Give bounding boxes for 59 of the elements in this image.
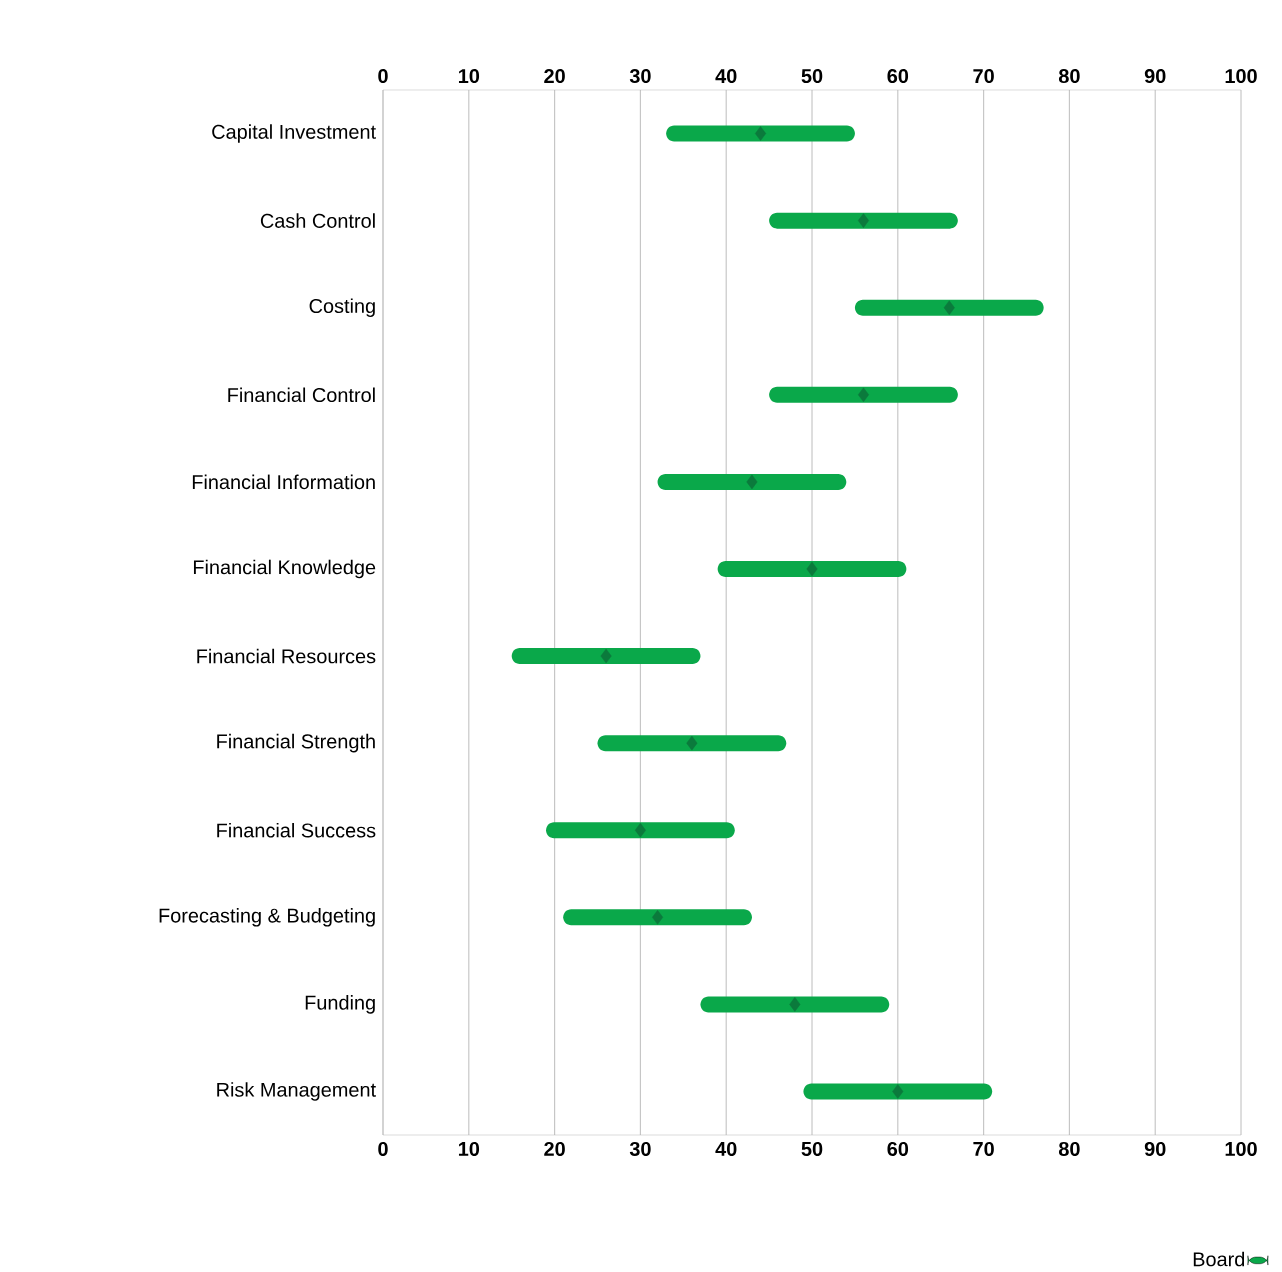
point xyxy=(857,213,869,228)
x-tick-label: 30 xyxy=(629,1141,651,1157)
x-tick-label: 50 xyxy=(801,1141,823,1156)
y-tick-label: Financial Control xyxy=(228,387,375,403)
x2-tick-label: 80 xyxy=(1058,69,1080,84)
bar xyxy=(563,909,752,926)
point xyxy=(857,387,869,403)
y-tick-label: Cash Control xyxy=(260,213,375,228)
y-tick-label: Financial Strength xyxy=(217,733,375,753)
x2-tick-label: 50 xyxy=(801,69,823,84)
x2-tick-label: 70 xyxy=(973,69,994,84)
y-tick-label: Capital Investment xyxy=(212,124,376,143)
y-tick-label: Financial Success xyxy=(217,822,376,838)
x2-tick-label: 100 xyxy=(1225,69,1257,84)
bar xyxy=(803,1083,993,1100)
bar xyxy=(511,648,701,665)
x2-tick-label: 60 xyxy=(887,69,909,84)
bar xyxy=(717,560,907,577)
x2-tick-label: 30 xyxy=(629,68,651,84)
y-tick-label: Financial Knowledge xyxy=(193,559,376,579)
x2-tick-label: 0 xyxy=(378,69,388,84)
x-tick-label: 40 xyxy=(715,1141,737,1156)
bar xyxy=(597,735,787,752)
x-tick-label: 20 xyxy=(544,1141,565,1156)
x2-tick-label: 20 xyxy=(544,69,565,84)
bar xyxy=(854,299,1044,316)
x2-tick-label: 40 xyxy=(715,69,737,84)
x-tick-label: 90 xyxy=(1144,1141,1166,1156)
legend-label: Board xyxy=(1193,1251,1245,1267)
x-tick-label: 100 xyxy=(1225,1141,1257,1156)
x-tick-label: 60 xyxy=(887,1141,909,1156)
point xyxy=(943,300,955,315)
point xyxy=(806,561,818,577)
point xyxy=(755,126,767,141)
bar xyxy=(769,386,958,403)
point xyxy=(652,910,664,925)
x-tick-label: 80 xyxy=(1058,1141,1080,1156)
bar xyxy=(666,125,855,142)
y-tick-label: Costing xyxy=(309,298,375,317)
point xyxy=(789,997,801,1012)
point xyxy=(634,822,646,838)
y-tick-label: Forecasting & Budgeting xyxy=(159,908,375,927)
x2-tick-label: 90 xyxy=(1144,69,1166,84)
bar xyxy=(657,473,847,490)
point xyxy=(746,474,758,490)
point xyxy=(600,648,612,664)
y-tick-label: Funding xyxy=(305,995,375,1014)
bar xyxy=(769,212,958,229)
x2-tick-label: 10 xyxy=(458,69,480,84)
bar xyxy=(546,822,735,839)
y-tick-label: Financial Information xyxy=(192,474,375,490)
x-tick-label: 0 xyxy=(378,1141,388,1156)
x-tick-label: 70 xyxy=(973,1141,994,1156)
y-tick-label: Risk Management xyxy=(217,1082,376,1101)
point xyxy=(892,1084,904,1099)
point xyxy=(686,735,698,751)
bar xyxy=(700,996,890,1013)
x-tick-label: 10 xyxy=(458,1141,480,1156)
y-tick-label: Financial Resources xyxy=(197,648,376,664)
